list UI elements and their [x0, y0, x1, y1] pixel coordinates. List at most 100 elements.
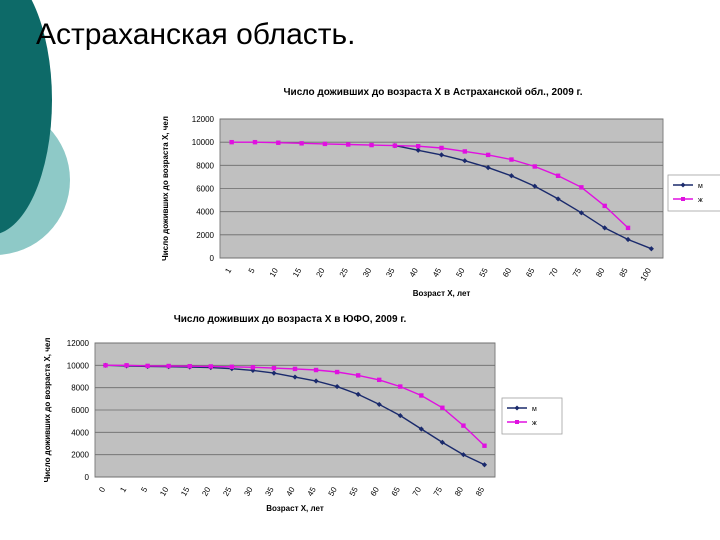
y-tick-label: 6000 [196, 185, 214, 194]
data-point-m [271, 370, 277, 376]
y-tick-label: 4000 [196, 208, 214, 217]
data-point-f [602, 203, 607, 209]
data-point-f [208, 364, 213, 369]
y-tick-label: 2000 [71, 451, 89, 460]
data-point-f [145, 363, 150, 369]
data-point-m [481, 462, 488, 468]
x-tick-label: 75 [432, 485, 445, 498]
data-point-f [334, 369, 340, 375]
x-tick-label: 55 [348, 485, 361, 498]
x-tick-label: 80 [453, 485, 466, 498]
data-point-f [439, 145, 444, 151]
x-tick-label: 5 [139, 485, 149, 494]
data-point-f [229, 364, 235, 369]
x-tick-label: 35 [263, 485, 276, 498]
data-point-m [460, 452, 467, 458]
data-point-m [397, 412, 403, 419]
y-tick-label: 12000 [192, 115, 215, 124]
data-point-f [398, 384, 403, 389]
x-axis-label: Возраст X, лет [266, 504, 324, 513]
data-point-f [355, 373, 361, 378]
data-point-m [648, 246, 654, 252]
data-point-f [292, 366, 298, 372]
slide-title: Астраханская область. [36, 18, 356, 51]
data-point-f [271, 365, 277, 371]
data-point-f [440, 405, 445, 410]
y-axis-label: Число доживших до возраста X, чел [43, 338, 52, 483]
data-point-f [509, 157, 514, 162]
legend-label: ж [698, 197, 703, 204]
data-point-m [508, 173, 515, 179]
y-tick-label: 12000 [67, 339, 90, 348]
legend-label: м [532, 406, 537, 413]
data-point-m [625, 236, 631, 243]
data-point-m [578, 210, 584, 216]
x-tick-label: 65 [390, 485, 403, 498]
data-point-f [462, 149, 468, 154]
x-tick-label: 1 [118, 485, 128, 494]
data-point-m [334, 383, 340, 390]
data-point-f [250, 365, 256, 370]
y-tick-label: 0 [85, 473, 90, 482]
data-point-f [461, 423, 466, 428]
data-point-f [377, 377, 382, 383]
data-point-f [276, 140, 281, 145]
data-point-f [392, 143, 398, 148]
data-point-f [229, 139, 234, 145]
data-point-m [532, 183, 538, 189]
legend-marker [515, 420, 519, 424]
data-point-m [313, 378, 319, 384]
x-tick-label: 5 [247, 266, 257, 275]
data-point-m [376, 401, 382, 408]
data-point-f [369, 142, 374, 148]
y-tick-label: 0 [210, 254, 215, 263]
y-tick-label: 10000 [192, 138, 215, 147]
x-tick-label: 60 [369, 485, 382, 498]
data-point-f [625, 225, 631, 231]
data-point-m [355, 391, 361, 397]
data-point-f [313, 367, 319, 373]
data-point-f [103, 363, 108, 368]
x-tick-label: 40 [284, 485, 297, 498]
x-tick-label: 70 [411, 485, 424, 498]
data-point-f [419, 393, 424, 398]
data-point-f [124, 363, 129, 368]
series-line-м [394, 144, 652, 250]
data-point-m [418, 426, 424, 432]
data-point-f [322, 141, 328, 147]
x-tick-label: 45 [306, 485, 319, 498]
data-point-f [415, 144, 421, 149]
y-tick-label: 6000 [71, 406, 89, 415]
x-tick-label: 20 [200, 485, 213, 498]
data-point-m [439, 439, 445, 445]
x-tick-label: 85 [474, 485, 487, 498]
legend-label: м [698, 183, 703, 190]
y-axis-label: Число доживших до возраста X, чел [161, 116, 170, 261]
data-point-f [187, 364, 192, 369]
series-line-ж [231, 141, 629, 229]
data-point-f [485, 152, 491, 158]
legend-box [501, 397, 563, 435]
data-point-f [555, 173, 561, 178]
data-point-f [346, 142, 351, 147]
legend-label: ж [532, 420, 537, 427]
data-point-f [579, 185, 584, 190]
y-tick-label: 8000 [196, 161, 214, 170]
data-point-m [555, 196, 561, 202]
deco-dark-circle [0, 0, 52, 234]
chart-title: Число доживших до возраста X в ЮФО, 2009… [174, 314, 407, 325]
x-axis-label: Возраст X, лет [413, 289, 471, 298]
data-point-m [438, 152, 445, 158]
x-tick-label: 30 [242, 485, 255, 498]
x-tick-label: 10 [158, 485, 171, 498]
data-point-f [482, 443, 487, 448]
x-tick-label: 25 [221, 485, 234, 498]
data-point-m [292, 374, 298, 380]
legend-marker [680, 182, 686, 188]
x-tick-label: 50 [327, 485, 340, 498]
y-tick-label: 2000 [196, 231, 214, 240]
data-point-m [462, 158, 468, 164]
